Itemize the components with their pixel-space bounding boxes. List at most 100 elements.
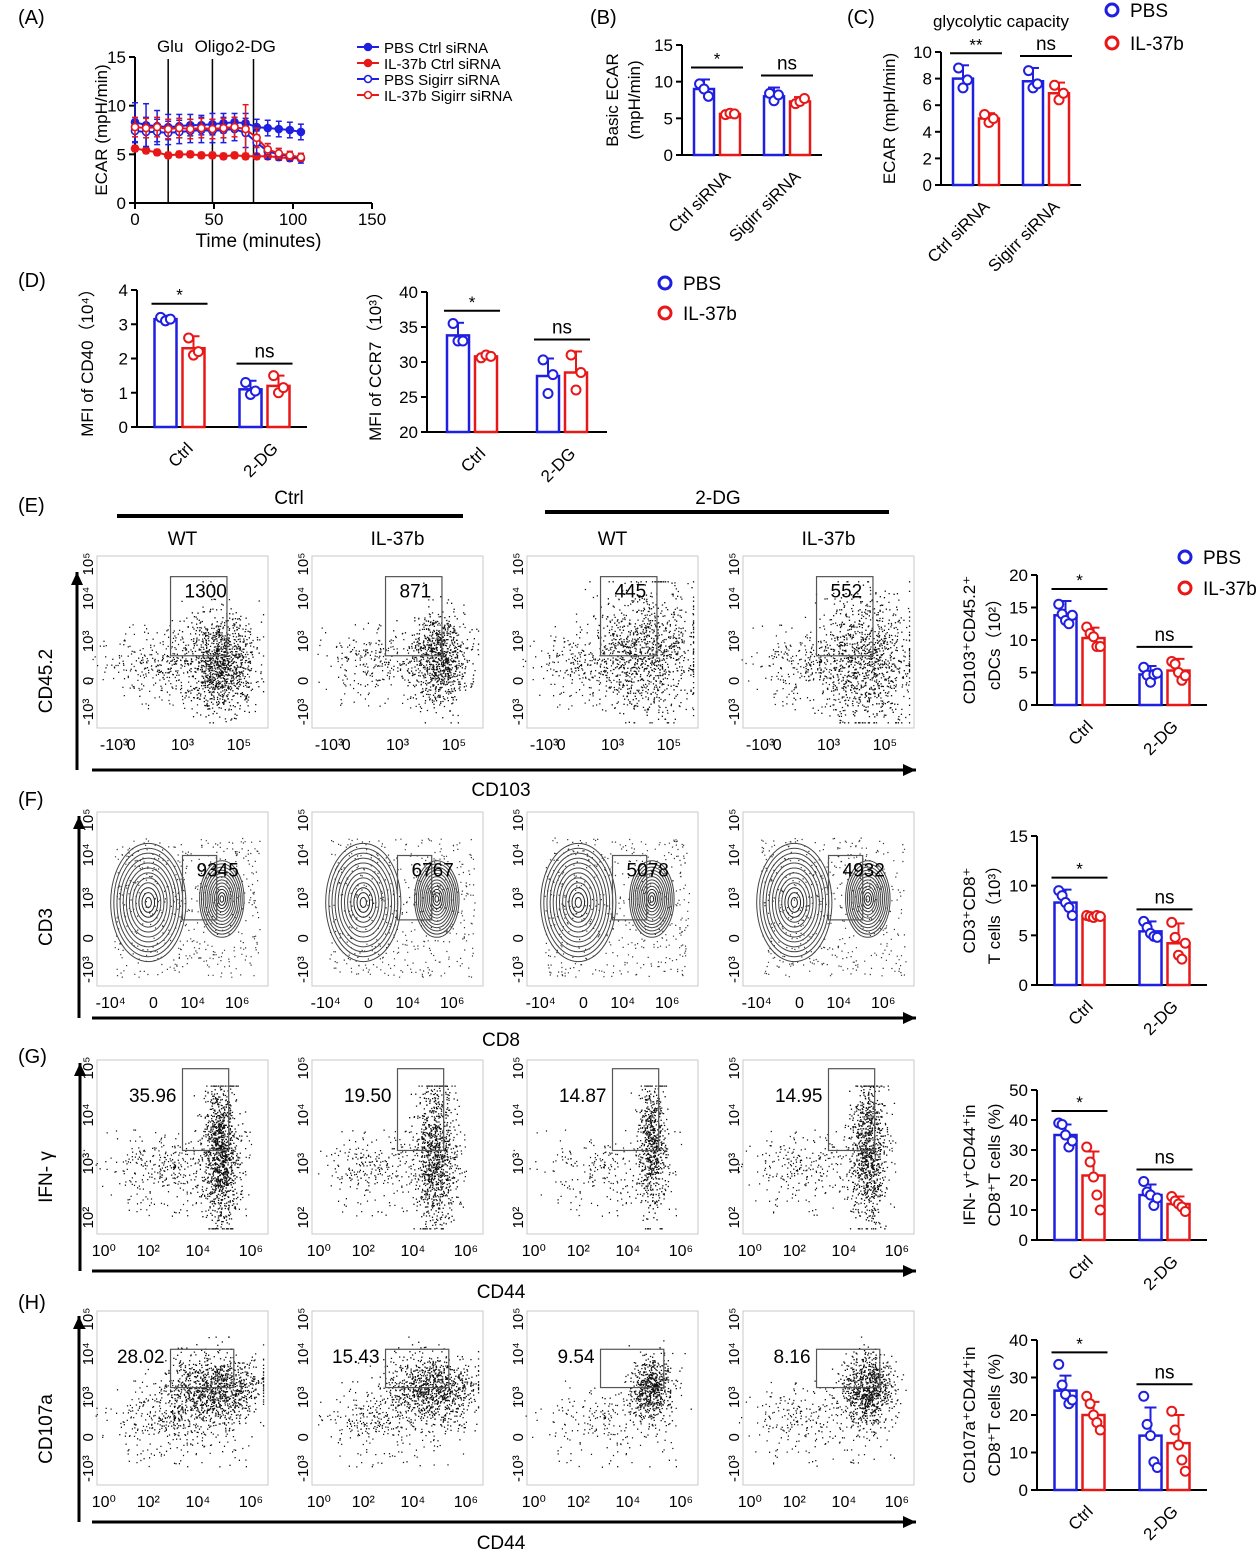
contour-line bbox=[552, 862, 604, 943]
flow-y-tick: -10³ bbox=[80, 1455, 97, 1482]
plot-frame bbox=[526, 555, 699, 729]
contour-line bbox=[781, 882, 808, 923]
flow-y-tick: 0 bbox=[510, 677, 527, 685]
legend-marker bbox=[363, 58, 373, 68]
data-point bbox=[1094, 1204, 1106, 1216]
contour-line bbox=[427, 882, 447, 916]
flow-events bbox=[522, 581, 695, 724]
contour-line bbox=[854, 876, 882, 922]
flow-x-tick: 10⁴ bbox=[616, 1243, 641, 1260]
data-point bbox=[1145, 1430, 1156, 1442]
contour-line bbox=[414, 860, 460, 938]
flow-y-tick: 0 bbox=[295, 677, 312, 685]
y-axis-label: IFN- γ⁺CD44⁺in bbox=[960, 1105, 979, 1226]
contour-line bbox=[865, 895, 871, 903]
ctrl-header: Ctrl bbox=[274, 488, 304, 509]
flow-y-tick: 0 bbox=[295, 1433, 312, 1441]
gate-value: 5078 bbox=[627, 861, 669, 882]
flow-x-tick: 10⁵ bbox=[657, 737, 681, 754]
legend-marker bbox=[1104, 35, 1120, 51]
flow-x-tick: 10⁴ bbox=[186, 1243, 211, 1260]
flow-events bbox=[513, 1085, 683, 1230]
data-point bbox=[197, 123, 206, 133]
gate-value: 871 bbox=[400, 582, 432, 603]
significance-label: * bbox=[1076, 571, 1083, 590]
gate-value: 4932 bbox=[843, 861, 885, 882]
flow-x-tick: 0 bbox=[579, 995, 588, 1012]
flow-x-tick: 10⁰ bbox=[307, 1494, 331, 1511]
flow-y-tick: 10³ bbox=[295, 1153, 312, 1175]
flow-x-tick: 10⁶ bbox=[871, 995, 895, 1012]
bar bbox=[1081, 915, 1106, 987]
flow-y-tick: 10⁵ bbox=[80, 809, 97, 832]
flow-y-tick: 10² bbox=[295, 1207, 312, 1229]
data-point bbox=[164, 313, 176, 325]
gate bbox=[169, 1348, 235, 1389]
panel-label: (F) bbox=[18, 789, 44, 811]
significance-label: * bbox=[176, 286, 183, 305]
significance-label: * bbox=[1076, 1093, 1083, 1112]
plot-frame bbox=[526, 1059, 699, 1235]
legend-marker bbox=[363, 74, 373, 84]
category-label: Ctrl bbox=[1065, 997, 1097, 1029]
contour-line bbox=[119, 857, 178, 948]
contour-line bbox=[778, 877, 811, 928]
flow-x-tick: 10⁰ bbox=[92, 1494, 116, 1511]
contour-line bbox=[122, 862, 174, 943]
flow-x-tick: 10⁰ bbox=[738, 1243, 762, 1260]
contour-line bbox=[217, 892, 227, 906]
data-point bbox=[1060, 1388, 1071, 1400]
flow-title: WT bbox=[168, 529, 198, 550]
category-label: 2-DG bbox=[240, 439, 282, 481]
data-point bbox=[1053, 1358, 1065, 1370]
data-point bbox=[1031, 78, 1043, 90]
legend-label: PBS bbox=[683, 274, 721, 295]
y-tick-label: 0 bbox=[1019, 696, 1028, 715]
significance-label: ns bbox=[1154, 887, 1174, 908]
flow-y-tick: 10³ bbox=[80, 1153, 97, 1175]
chart-D1: 0 1 2 3 4 MFI of CD40（10⁴） Ctrl 2-DG * ns bbox=[78, 280, 307, 481]
y-axis-arrow bbox=[73, 1316, 85, 1522]
flow-x-tick: 10⁶ bbox=[669, 1243, 693, 1260]
legend-label: PBS Ctrl siRNA bbox=[384, 40, 488, 57]
bar bbox=[153, 317, 178, 429]
y-tick-label: 10 bbox=[913, 43, 932, 62]
flow-title: WT bbox=[598, 529, 628, 550]
flow-y-tick: 10⁴ bbox=[510, 1103, 527, 1126]
significance-label: ns bbox=[552, 318, 572, 339]
data-point bbox=[1088, 1171, 1099, 1183]
bar bbox=[718, 112, 742, 157]
data-point bbox=[1094, 1424, 1106, 1436]
dg-header: 2-DG bbox=[695, 488, 740, 509]
category-label: Ctrl bbox=[165, 439, 197, 471]
contour-line bbox=[774, 872, 814, 933]
flow-y-tick: 10³ bbox=[80, 1386, 97, 1408]
x-tick-label: 50 bbox=[205, 210, 224, 229]
series-line bbox=[134, 121, 302, 133]
data-point bbox=[1151, 931, 1163, 943]
y-axis-arrow bbox=[74, 1063, 86, 1271]
y-tick-label: 15 bbox=[107, 48, 126, 67]
data-point bbox=[208, 124, 217, 134]
y-axis-label: cDCs（10²） bbox=[985, 590, 1004, 690]
contour-line bbox=[202, 866, 241, 932]
x-axis-arrow-head bbox=[903, 1516, 916, 1528]
data-point bbox=[296, 127, 306, 137]
flow-plot: 10⁵ 10⁴ 10³ 10² 10⁰ 10² 10⁴ 10⁶ 35.96 bbox=[80, 1057, 269, 1260]
flow-x-tick: -10³ bbox=[530, 737, 559, 754]
plot-frame bbox=[96, 1310, 269, 1486]
y-tick-label: 5 bbox=[117, 145, 126, 164]
bar bbox=[563, 371, 589, 434]
bar bbox=[1053, 614, 1078, 707]
contour-line bbox=[353, 887, 374, 918]
flow-y-tick: -10³ bbox=[80, 699, 97, 726]
flow-x-tick: 10⁶ bbox=[669, 1494, 693, 1511]
data-point bbox=[1081, 1141, 1093, 1153]
flow-x-tick: 10⁰ bbox=[522, 1243, 546, 1260]
flow-y-tick: 10⁴ bbox=[726, 1103, 743, 1126]
flow-y-tick: 10⁴ bbox=[726, 1342, 743, 1365]
contour-line bbox=[638, 876, 666, 922]
flow-x-tick: 10⁶ bbox=[454, 1243, 478, 1260]
flow-plot: 10⁵ 10⁴ 10³ 0 -10³ 10⁰ 10² 10⁴ 10⁶ 8.16 bbox=[726, 1308, 915, 1511]
